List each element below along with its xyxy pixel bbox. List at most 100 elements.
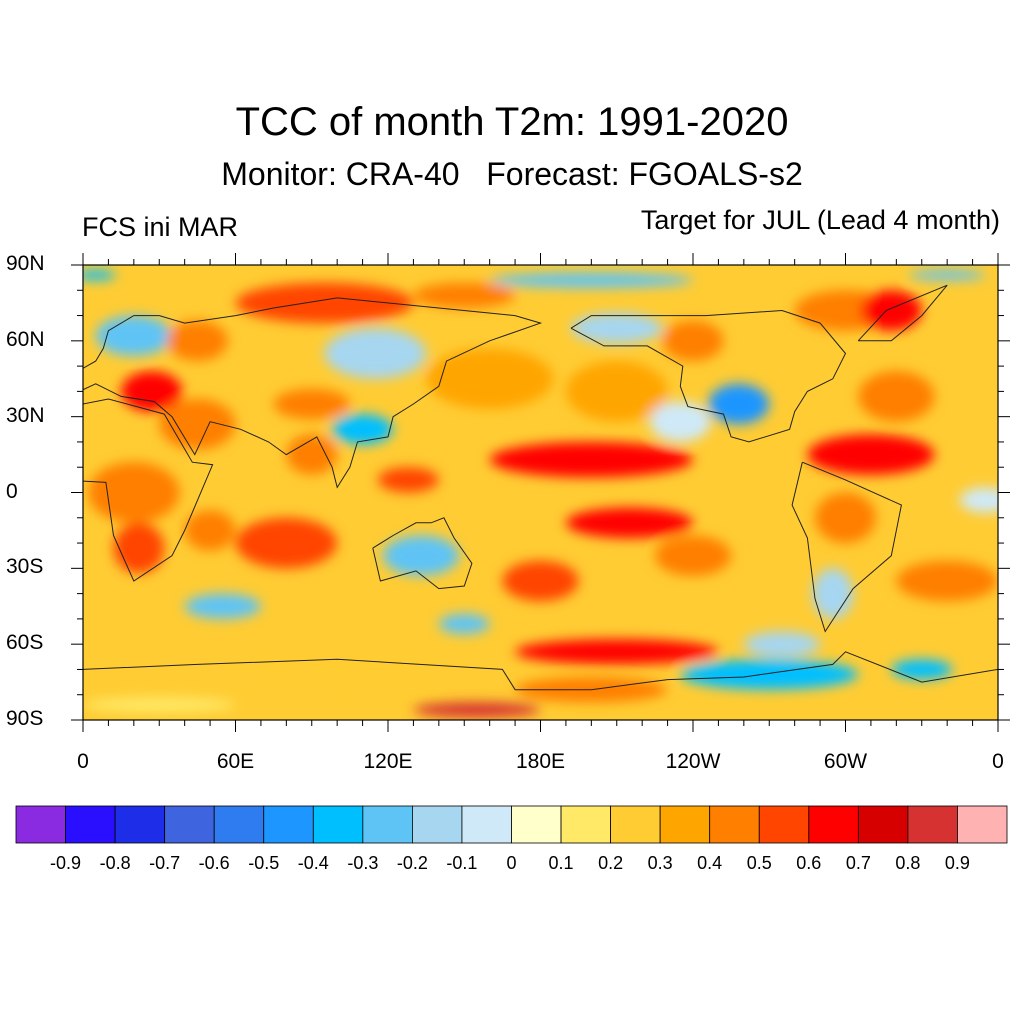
- anomaly-region-atlantic-equatorial: [959, 487, 998, 513]
- anomaly-region-north-pacific-west: [426, 348, 554, 410]
- colorbar-swatch: [362, 805, 413, 844]
- anomaly-region-far-south-light: [83, 697, 236, 713]
- anomaly-region-usa-central: [708, 383, 770, 425]
- anomaly-region-arabia: [159, 398, 236, 450]
- coastline-3: [570, 309, 847, 443]
- lon-label: 180E: [515, 750, 566, 773]
- colorbar-swatch: [659, 805, 711, 844]
- lat-label: 0: [6, 479, 18, 503]
- colorbar-label: -0.9: [50, 853, 82, 873]
- anomaly-region-mediterranean: [121, 371, 183, 412]
- colorbar-label: 0.3: [647, 853, 673, 873]
- lat-label: 60N: [6, 327, 45, 351]
- colorbar-swatch: [65, 805, 116, 844]
- initialization-label: FCS ini MAR: [82, 212, 239, 242]
- colorbar-swatch: [808, 805, 859, 844]
- colorbar-label: 0.7: [845, 853, 871, 873]
- lat-label: 30N: [6, 403, 45, 427]
- colorbar-label: -0.3: [347, 853, 379, 873]
- anomaly-region-africa-south: [113, 522, 165, 574]
- anomaly-region-indian-ocean-south: [235, 517, 338, 569]
- colorbar-swatch: [114, 805, 166, 844]
- colorbar-swatch: [461, 805, 512, 844]
- anomaly-region-scandinavia: [95, 315, 172, 356]
- anomaly-region-east-asia-north: [324, 328, 427, 379]
- colorbar-swatch: [758, 805, 810, 844]
- colorbar-swatch: [511, 805, 562, 844]
- anomaly-region-band-80N-east: [489, 272, 693, 288]
- anomaly-region-band-80N-west: [83, 270, 117, 281]
- anomaly-region-south-america-south: [812, 568, 854, 619]
- colorbar-swatch: [213, 805, 265, 844]
- anomaly-region-south-pacific-east: [654, 535, 732, 576]
- colorbar-label: 0.1: [548, 853, 574, 873]
- colorbar-swatch: [560, 805, 611, 844]
- anomaly-region-east-pacific-nh: [649, 401, 711, 442]
- anomaly-region-weddell: [891, 659, 953, 680]
- colorbar-label: 0.8: [895, 853, 921, 873]
- anomaly-region-indian-ocean-west: [184, 510, 236, 551]
- lat-label: 90S: [6, 707, 44, 730]
- colorbar-swatch: [857, 805, 909, 844]
- anomaly-region-greenland: [860, 290, 922, 331]
- anomaly-region-arctic-east: [413, 282, 516, 308]
- colorbar-swatch: [709, 805, 760, 844]
- colorbar-label: -0.5: [248, 853, 280, 873]
- lat-label: 60S: [6, 631, 44, 655]
- target-label: Target for JUL (Lead 4 month): [640, 205, 1000, 235]
- colorbar-swatch: [164, 805, 215, 844]
- anomaly-region-south-indian: [184, 593, 261, 619]
- colorbar-swatch: [907, 805, 958, 844]
- colorbar-label: 0.6: [796, 853, 822, 873]
- anomaly-region-band-80N-far: [909, 270, 986, 281]
- colorbar-label: 0.5: [746, 853, 772, 873]
- anomaly-region-west-antarctica: [680, 659, 859, 690]
- coastline-6: [83, 651, 998, 691]
- chart-title: TCC of month T2m: 1991-2020: [235, 100, 789, 144]
- anomaly-region-antarctica-far-south: [413, 702, 541, 718]
- anomaly-region-south-america-north: [815, 492, 876, 544]
- anomaly-region-southern-ocean-150e: [438, 613, 490, 635]
- lon-label: 0: [992, 750, 1004, 773]
- colorbar-swatch: [312, 805, 364, 844]
- colorbar-swatch: [15, 805, 66, 844]
- colorbar-label: -0.6: [198, 853, 230, 873]
- lon-label: 60E: [216, 750, 255, 773]
- anomaly-region-south-pacific-center: [565, 507, 693, 538]
- colorbar-label: -0.1: [446, 853, 478, 873]
- lat-label: 90N: [6, 252, 45, 275]
- coastline-5: [857, 284, 948, 342]
- colorbar-swatch: [610, 805, 661, 844]
- anomaly-region-tibet: [273, 388, 350, 420]
- anomaly-region-bay-of-bengal: [286, 434, 338, 475]
- chart-subtitle: Monitor: CRA-40 Forecast: FGOALS-s2: [221, 156, 803, 192]
- anomaly-region-southern-ocean-280e: [743, 631, 821, 657]
- coastline-4: [791, 461, 902, 633]
- anomaly-region-africa-equatorial: [88, 462, 180, 523]
- anomaly-region-southern-ocean-200e: [515, 639, 719, 665]
- anomaly-region-china-south: [332, 414, 394, 445]
- anomaly-region-europe-east: [166, 320, 228, 362]
- coastline-2: [372, 517, 473, 590]
- colorbar-label: 0.2: [598, 853, 624, 873]
- colorbar-label: 0.4: [697, 853, 723, 873]
- anomaly-region-south-atlantic: [896, 560, 998, 602]
- lat-label: 30S: [6, 555, 44, 579]
- colorbar-swatch: [263, 805, 314, 844]
- lon-label: 120W: [665, 750, 721, 773]
- anomaly-region-siberia-north: [235, 282, 414, 324]
- colorbar-label: -0.4: [297, 853, 329, 873]
- anomaly-region-north-atlantic: [858, 371, 935, 422]
- colorbar-swatch: [957, 805, 1008, 844]
- anomaly-region-alaska: [571, 313, 663, 344]
- lon-label: 120E: [363, 750, 413, 773]
- anomaly-region-australia: [382, 535, 460, 576]
- anomaly-region-antarctica-east: [235, 659, 439, 690]
- coastline-0: [83, 398, 214, 582]
- colorbar-label: -0.7: [149, 853, 181, 873]
- anomaly-region-south-pacific-west: [502, 560, 579, 602]
- colorbar-label: 0: [506, 853, 517, 873]
- anomaly-region-maritime-continent: [377, 467, 439, 493]
- colorbar-label: 0.9: [944, 853, 970, 873]
